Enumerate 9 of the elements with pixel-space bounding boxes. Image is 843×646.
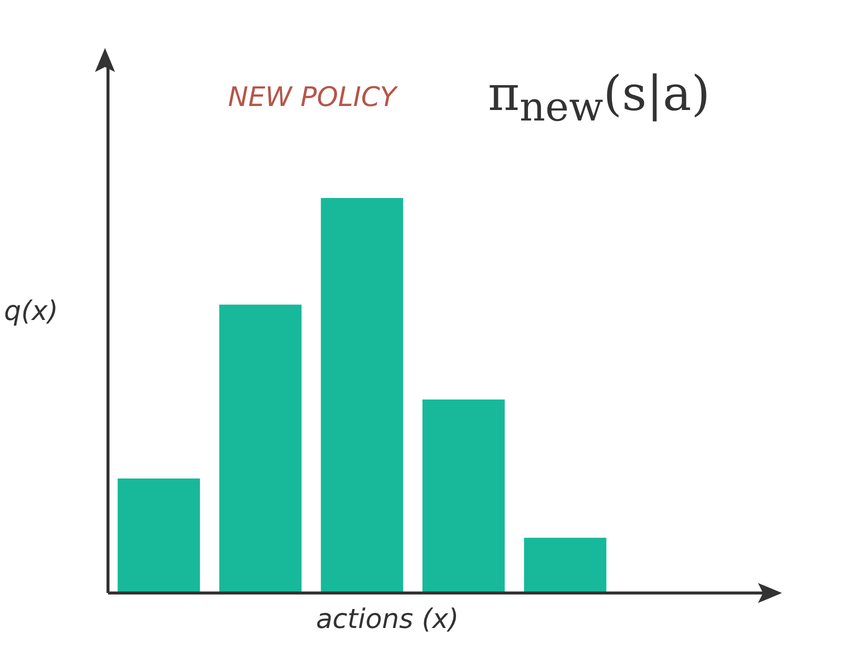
bar [422,399,505,593]
chart-subtitle: π$_{new}$(s|a) [488,66,710,131]
bar [118,478,200,593]
chart-title: NEW POLICY [228,82,396,113]
x-axis-title: actions (x) [316,604,459,635]
bar [524,538,606,593]
bar [219,304,302,593]
bar [320,198,404,593]
y-axis-title: q(x) [4,296,58,327]
